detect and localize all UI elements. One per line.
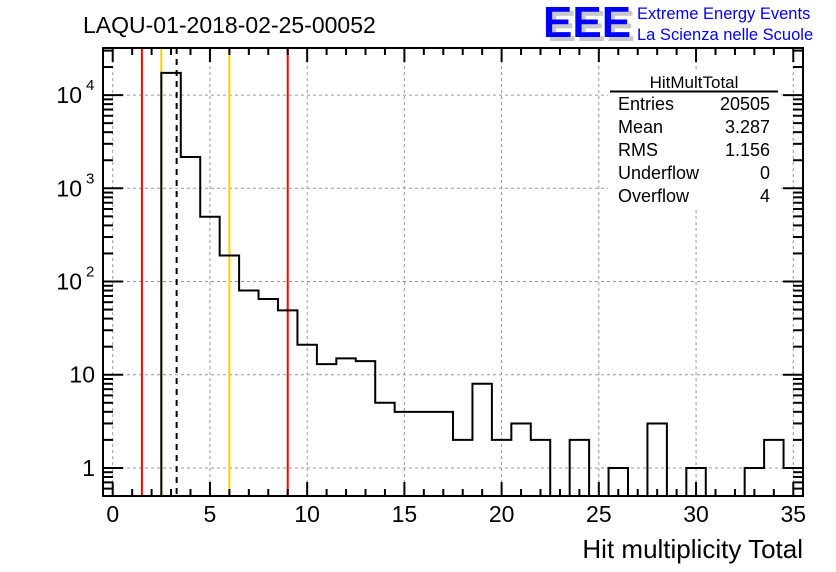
plot-title: LAQU-01-2018-02-25-00052: [83, 12, 376, 38]
stats-value: 0: [760, 163, 770, 183]
stats-box: HitMultTotal Entries 20505 Mean 3.287 RMS 1.1…: [608, 70, 780, 210]
logo-line2: La Scienza nelle Scuole: [637, 26, 813, 44]
x-tick-label: 30: [683, 501, 709, 527]
histogram-outline: [103, 71, 804, 497]
histogram-bin: [161, 73, 180, 496]
stats-label: Overflow: [618, 186, 690, 206]
y-tick-label: 10: [56, 175, 82, 201]
stats-label: Underflow: [618, 163, 700, 183]
stats-value: 20505: [720, 94, 770, 114]
logo-letters: EEE: [543, 0, 631, 47]
y-tick-exponent: 3: [86, 170, 94, 187]
stats-label: Entries: [618, 94, 674, 114]
logo-line1: Extreme Energy Events: [637, 5, 810, 23]
histogram-bin: [317, 364, 336, 496]
marker-lines: [140, 48, 289, 496]
stats-label: RMS: [618, 140, 658, 160]
stats-value: 3.287: [725, 117, 770, 137]
stats-value: 1.156: [725, 140, 770, 160]
stats-background: [608, 70, 780, 210]
histogram-bin: [239, 291, 258, 496]
y-tick-exponent: 2: [86, 264, 94, 281]
y-tick-label: 1: [82, 455, 95, 481]
x-tick-label: 35: [780, 501, 806, 527]
y-tick-exponent: 4: [86, 77, 94, 94]
plot-frame: [102, 47, 804, 497]
histogram-bin: [434, 412, 453, 496]
y-tick-label: 10: [56, 82, 82, 108]
y-tick-label: 10: [56, 269, 82, 295]
histogram: [103, 71, 804, 497]
histogram-bin: [356, 361, 375, 496]
stats-value: 4: [760, 186, 770, 206]
x-tick-label: 5: [204, 501, 217, 527]
histogram-bin: [764, 440, 783, 496]
histogram-bin: [181, 157, 200, 496]
histogram-bin: [414, 412, 433, 496]
x-tick-label: 15: [392, 501, 418, 527]
x-axis-title: Hit multiplicity Total: [582, 534, 803, 564]
stats-label: Mean: [618, 117, 663, 137]
x-tick-label: 0: [106, 501, 119, 527]
x-tick-label: 25: [586, 501, 612, 527]
histogram-bin: [336, 358, 355, 496]
histogram-bin: [259, 299, 278, 496]
stats-title: HitMultTotal: [650, 73, 739, 92]
histogram-bin: [511, 423, 530, 496]
histogram-bin: [375, 403, 394, 496]
x-tick-label: 20: [489, 501, 515, 527]
y-tick-label: 10: [69, 362, 95, 388]
histogram-bin: [472, 384, 491, 496]
histogram-bin: [647, 423, 666, 496]
x-tick-label: 10: [294, 501, 320, 527]
eee-logo: EEE Extreme Energy Events La Scienza nel…: [543, 0, 813, 47]
